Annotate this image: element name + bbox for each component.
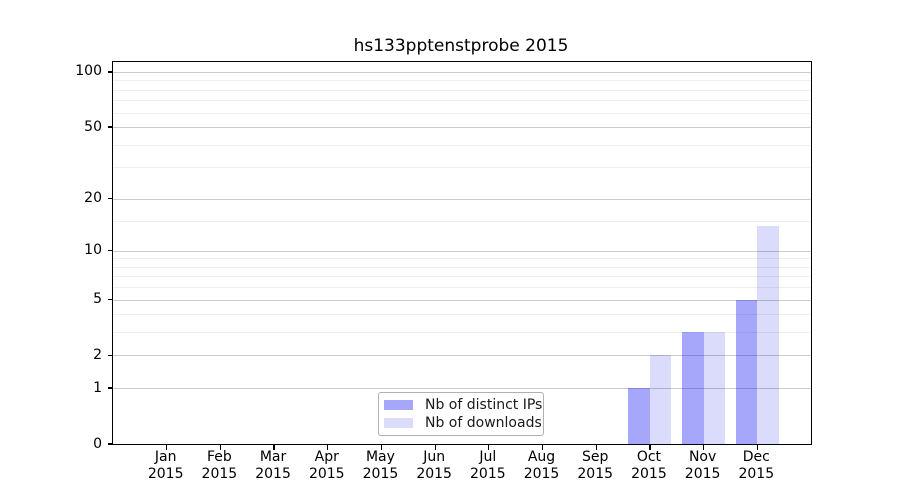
x-axis-tick xyxy=(756,445,758,450)
y-tick-label: 10 xyxy=(84,242,102,259)
y-tick-label: 100 xyxy=(75,63,102,80)
x-axis-tick xyxy=(702,445,705,450)
x-axis-tick xyxy=(488,445,490,450)
minor-gridline xyxy=(113,258,811,260)
bar-distinct-ips-dec xyxy=(735,299,758,444)
y-tick-label: 1 xyxy=(93,379,102,396)
minor-gridline xyxy=(113,287,811,289)
minor-gridline xyxy=(113,89,811,91)
y-tick-label: 2 xyxy=(93,346,102,363)
x-tick-label: May 2015 xyxy=(362,449,399,482)
major-gridline xyxy=(113,127,811,129)
legend-item-downloads: Nb of downloads xyxy=(384,414,542,432)
y-axis-tick xyxy=(108,298,113,301)
x-tick-label: Apr 2015 xyxy=(308,449,345,482)
bar-downloads-nov xyxy=(703,332,726,444)
y-tick-label: 5 xyxy=(93,291,102,308)
bar-downloads-dec xyxy=(757,225,779,444)
bar-distinct-ips-oct xyxy=(628,388,650,444)
legend-item-distinct-ips: Nb of distinct IPs xyxy=(384,396,542,414)
major-gridline xyxy=(113,250,811,252)
y-axis-tick xyxy=(108,71,113,73)
legend: Nb of distinct IPs Nb of downloads xyxy=(378,392,544,436)
y-axis-tick xyxy=(108,126,113,128)
y-axis-tick xyxy=(108,443,113,445)
x-axis-tick xyxy=(595,445,597,450)
x-axis-tick xyxy=(434,445,436,450)
y-tick-label: 0 xyxy=(93,435,102,452)
x-axis-tick xyxy=(327,445,329,450)
x-axis-tick xyxy=(380,445,383,450)
chart-title: hs133pptenstprobe 2015 xyxy=(353,36,569,56)
y-axis-tick xyxy=(108,387,113,389)
x-tick-label: Jan 2015 xyxy=(147,449,184,482)
y-axis-tick xyxy=(108,354,113,357)
plot-area xyxy=(108,61,812,450)
x-tick-label: Oct 2015 xyxy=(631,449,667,482)
x-tick-label: Sep 2015 xyxy=(577,449,614,482)
minor-gridline xyxy=(113,220,811,222)
major-gridline xyxy=(113,71,811,73)
minor-gridline xyxy=(113,100,811,102)
x-axis-tick xyxy=(649,445,651,450)
x-axis-tick xyxy=(541,445,544,450)
minor-gridline xyxy=(113,314,811,316)
x-tick-label: Aug 2015 xyxy=(523,449,560,482)
bar-distinct-ips-nov xyxy=(682,332,704,444)
minor-gridline xyxy=(113,332,811,334)
x-axis-tick xyxy=(219,445,222,450)
major-gridline xyxy=(113,355,811,357)
bar-downloads-oct xyxy=(649,355,672,444)
x-tick-label: Dec 2015 xyxy=(738,449,775,482)
x-tick-label: Jul 2015 xyxy=(470,449,506,482)
minor-gridline xyxy=(113,167,811,169)
legend-label: Nb of distinct IPs xyxy=(425,396,543,413)
x-tick-label: Feb 2015 xyxy=(201,449,238,482)
major-gridline xyxy=(113,299,811,301)
minor-gridline xyxy=(113,144,811,146)
x-axis-tick xyxy=(166,445,168,450)
y-axis-tick xyxy=(108,250,113,252)
minor-gridline xyxy=(113,276,811,278)
x-axis-tick xyxy=(273,445,275,450)
minor-gridline xyxy=(113,80,811,82)
major-gridline xyxy=(113,198,811,200)
x-tick-label: Mar 2015 xyxy=(255,449,291,482)
y-tick-label: 20 xyxy=(84,190,102,207)
x-tick-label: Jun 2015 xyxy=(416,449,452,482)
minor-gridline xyxy=(113,266,811,268)
y-axis-tick xyxy=(108,197,113,200)
minor-gridline xyxy=(113,112,811,114)
y-tick-label: 50 xyxy=(84,118,102,135)
major-gridline xyxy=(113,388,811,390)
distinct-ips-swatch-icon xyxy=(384,399,413,410)
legend-label: Nb of downloads xyxy=(425,415,542,432)
x-tick-label: Nov 2015 xyxy=(684,449,721,482)
downloads-swatch-icon xyxy=(384,418,413,429)
